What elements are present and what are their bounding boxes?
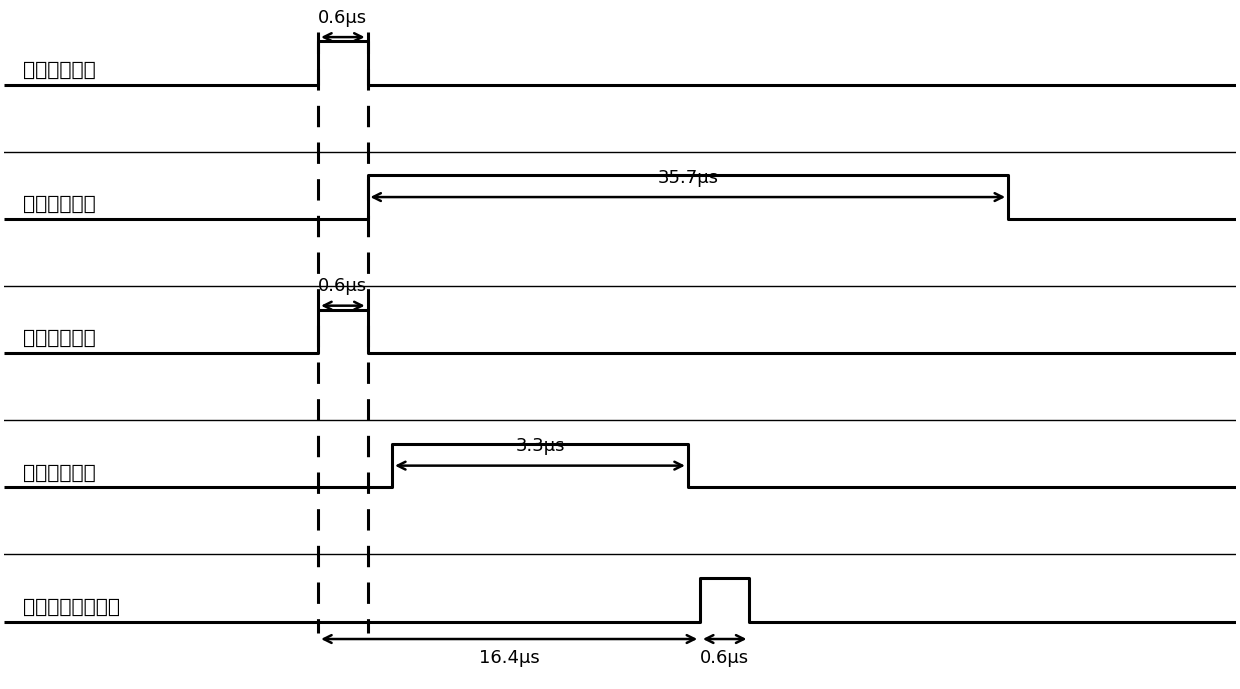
Text: 3.3μs: 3.3μs	[515, 438, 564, 455]
Text: 微波开关脉冲: 微波开关脉冲	[22, 195, 95, 214]
Text: 0.6μs: 0.6μs	[319, 278, 367, 296]
Text: 16.4μs: 16.4μs	[479, 649, 539, 667]
Text: 35.7μs: 35.7μs	[657, 169, 718, 187]
Text: 0.6μs: 0.6μs	[701, 649, 749, 667]
Text: 延时转发控制脉冲: 延时转发控制脉冲	[22, 598, 119, 617]
Text: 功放检测脉冲: 功放检测脉冲	[22, 464, 95, 482]
Text: 脉冲检波信号: 脉冲检波信号	[22, 61, 95, 80]
Text: 再生检波脉冲: 再生检波脉冲	[22, 329, 95, 349]
Text: 0.6μs: 0.6μs	[319, 9, 367, 27]
